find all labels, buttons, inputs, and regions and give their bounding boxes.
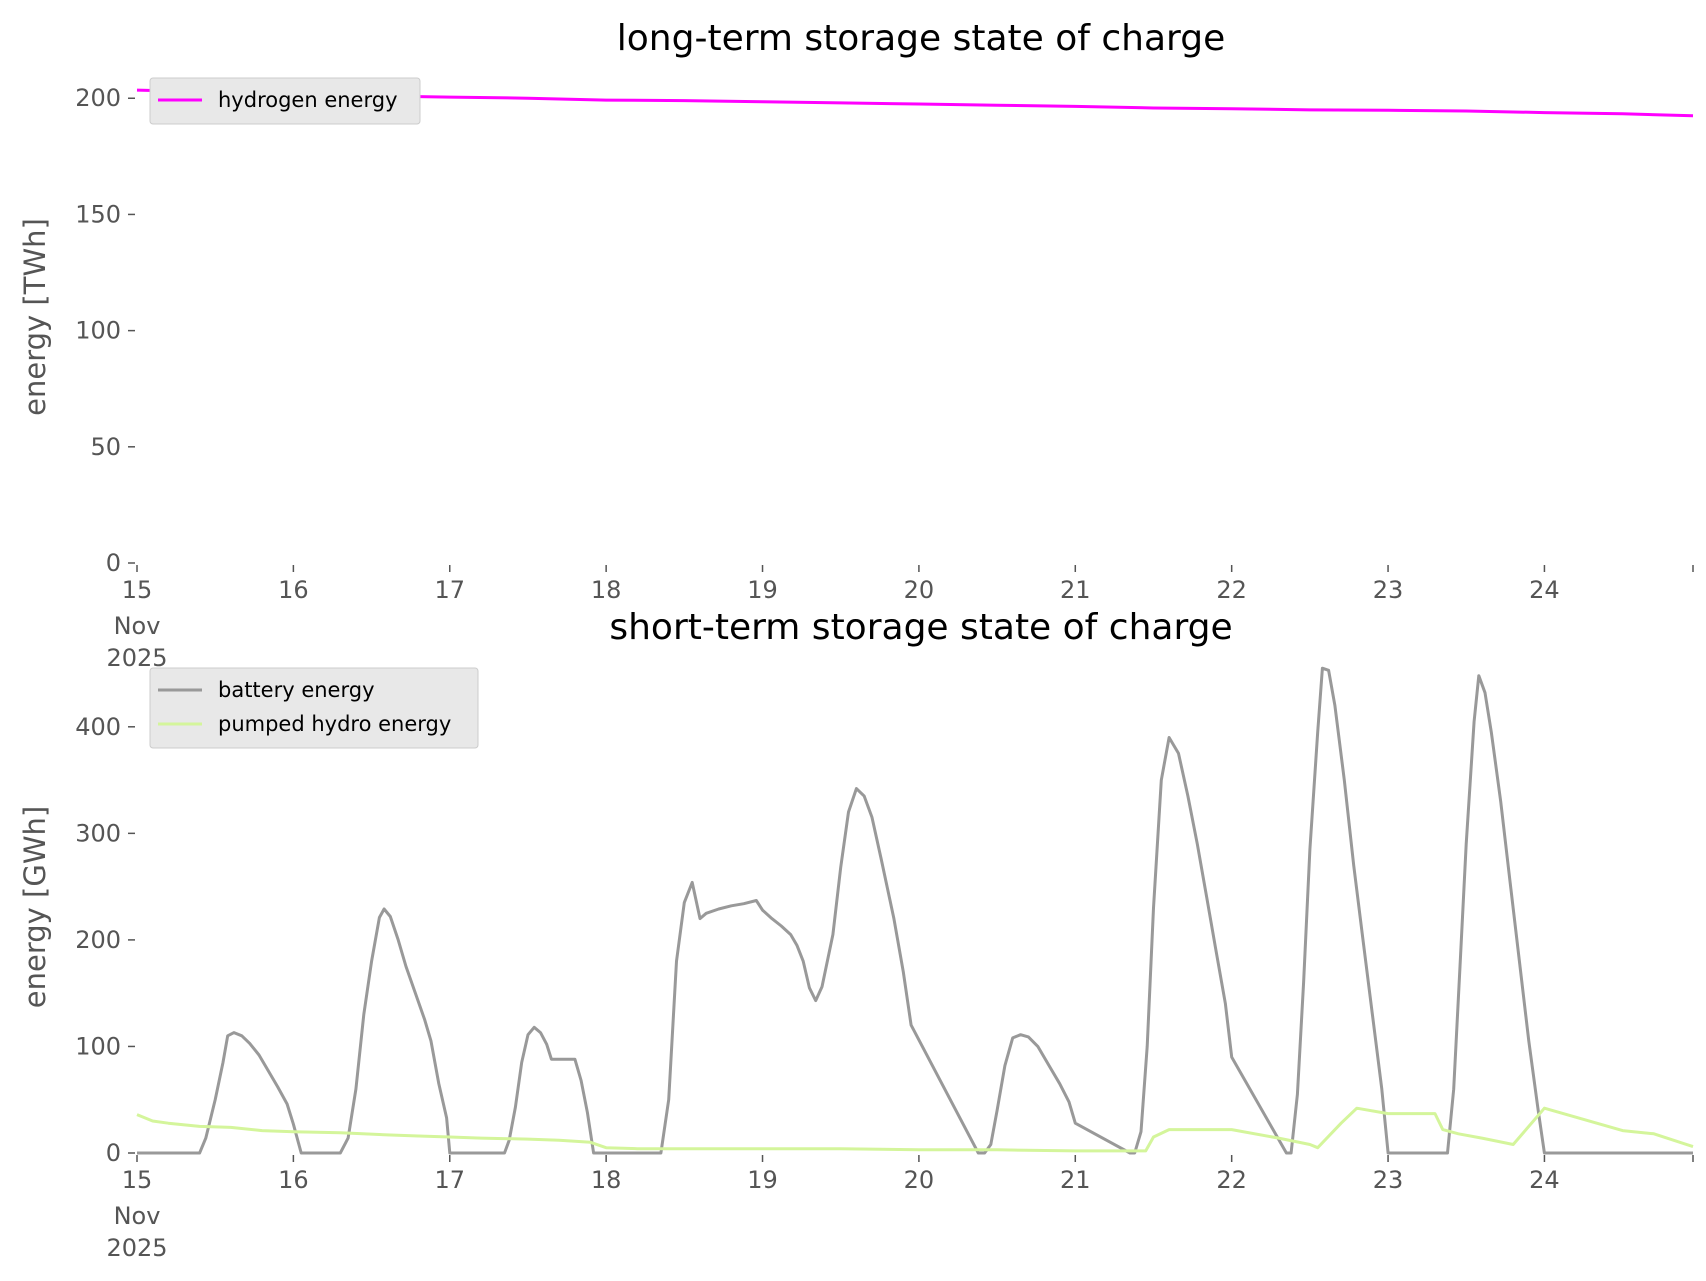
y-tick-label: 200 (75, 84, 121, 112)
x-tick-label: 23 (1373, 576, 1404, 604)
legend-box (149, 667, 479, 749)
x-tick-label: 21 (1060, 576, 1091, 604)
series-lines (136, 666, 1694, 1155)
x-tick-label: 18 (591, 1166, 622, 1194)
x-tick-label: 19 (747, 576, 778, 604)
legend-label: battery energy (218, 678, 375, 702)
y-tick-label: 50 (90, 433, 121, 461)
y-tick-label: 0 (106, 1139, 121, 1167)
y-tick-label: 200 (75, 926, 121, 954)
x-tick-sublabel: Nov (114, 1202, 161, 1230)
x-tick-sublabel: 2025 (106, 1234, 167, 1262)
x-tick-label: 16 (278, 576, 309, 604)
series-line-pumped-hydro-energy (136, 1106, 1694, 1153)
x-tick-label: 20 (904, 576, 935, 604)
y-tick-label: 150 (75, 200, 121, 228)
chart-title: short-term storage state of charge (609, 607, 1232, 648)
y-tick-label: 100 (75, 1032, 121, 1060)
y-axis-label: energy [GWh] (18, 806, 52, 1008)
x-tick-label: 24 (1529, 576, 1560, 604)
legend: hydrogen energy (149, 77, 421, 125)
y-tick-label: 100 (75, 317, 121, 345)
chart-title: long-term storage state of charge (617, 18, 1225, 59)
x-tick-label: 15 (122, 576, 153, 604)
y-tick-label: 400 (75, 713, 121, 741)
legend-label: hydrogen energy (218, 88, 398, 112)
short-term-chart: short-term storage state of charge energ… (18, 607, 1694, 1262)
x-tick-label: 17 (434, 1166, 465, 1194)
x-tick-label: 23 (1373, 1166, 1404, 1194)
long-term-chart: long-term storage state of charge energy… (18, 18, 1694, 672)
x-tick-label: 22 (1216, 1166, 1247, 1194)
y-tick-label: 300 (75, 819, 121, 847)
legend: battery energy pumped hydro energy (149, 667, 479, 749)
legend-box (149, 77, 421, 125)
legend-label: pumped hydro energy (218, 712, 451, 736)
x-tick-sublabel: 2025 (106, 644, 167, 672)
tick-group: 0 50 100 150 200 15 Nov 2025 16 17 18 19 20 21 22 23 24 (75, 84, 1694, 672)
x-tick-label: 21 (1060, 1166, 1091, 1194)
series-line-battery-energy (137, 666, 1693, 1155)
x-tick-label: 24 (1529, 1166, 1560, 1194)
x-tick-label: 17 (434, 576, 465, 604)
x-tick-label: 16 (278, 1166, 309, 1194)
x-tick-label: 18 (591, 576, 622, 604)
x-tick-label: 22 (1216, 576, 1247, 604)
x-tick-label: 15 (122, 1166, 153, 1194)
y-tick-label: 0 (106, 549, 121, 577)
x-tick-sublabel: Nov (114, 612, 161, 640)
tick-group: 0 100 200 300 400 15 Nov 2025 16 17 18 19 20 21 22 23 24 (75, 713, 1694, 1262)
x-tick-label: 19 (747, 1166, 778, 1194)
y-axis-label: energy [TWh] (18, 218, 52, 416)
x-tick-label: 20 (904, 1166, 935, 1194)
